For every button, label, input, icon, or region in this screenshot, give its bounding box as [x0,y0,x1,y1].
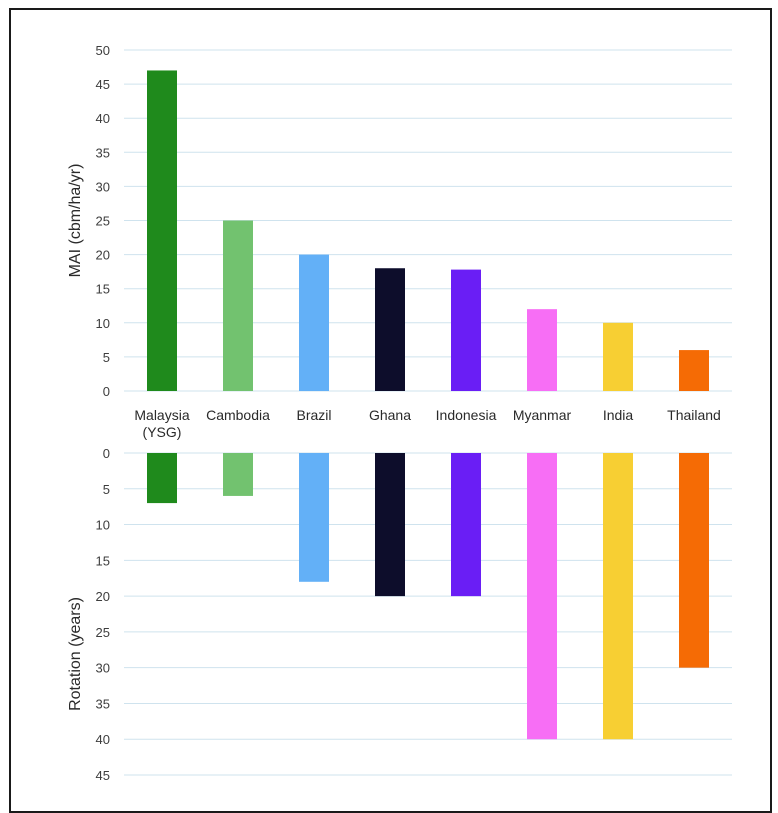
category-label: Myanmar [513,407,572,423]
top-y-axis-label: MAI (cbm/ha/yr) [67,164,84,278]
rotation-bar [223,453,253,496]
category-label: Thailand [667,407,721,423]
bottom-y-tick-label: 15 [96,553,110,568]
top-y-tick-label: 50 [96,43,110,58]
bottom-y-tick-label: 0 [103,446,110,461]
top-y-tick-label: 0 [103,384,110,399]
top-y-tick-label: 45 [96,77,110,92]
mai-bar [147,70,177,392]
top-y-tick-label: 40 [96,111,110,126]
bottom-y-tick-label: 20 [96,589,110,604]
rotation-bar [679,453,709,668]
top-y-tick-label: 30 [96,179,110,194]
rotation-bar [375,453,405,597]
bottom-y-tick-label: 30 [96,661,110,676]
category-label: Brazil [296,407,331,423]
mai-bar [603,322,633,391]
bottom-y-tick-label: 35 [96,696,110,711]
top-y-tick-label: 25 [96,214,110,229]
mai-bar [223,220,253,391]
top-y-tick-label: 15 [96,282,110,297]
rotation-bar [527,453,557,740]
top-y-tick-label: 20 [96,248,110,263]
category-label: India [603,407,634,423]
top-y-tick-label: 35 [96,145,110,160]
bottom-y-tick-label: 40 [96,732,110,747]
category-label: (YSG) [143,424,182,440]
rotation-bar [603,453,633,740]
rotation-bar [299,453,329,582]
mai-bar [527,309,557,391]
top-y-tick-label: 10 [96,316,110,331]
top-y-tick-label: 5 [103,350,110,365]
category-label: Malaysia [134,407,189,423]
chart-frame [9,8,772,813]
bottom-y-tick-label: 10 [96,518,110,533]
bottom-y-tick-label: 25 [96,625,110,640]
category-label: Ghana [369,407,411,423]
bottom-y-tick-label: 5 [103,482,110,497]
mai-bar [451,269,481,391]
rotation-bar [451,453,481,597]
bottom-y-tick-label: 45 [96,768,110,783]
mai-bar [375,268,405,391]
category-label: Cambodia [206,407,270,423]
mai-bar [679,350,709,391]
rotation-bar [147,453,177,504]
category-label: Indonesia [436,407,497,423]
mai-bar [299,254,329,391]
bottom-y-axis-label: Rotation (years) [67,597,84,711]
